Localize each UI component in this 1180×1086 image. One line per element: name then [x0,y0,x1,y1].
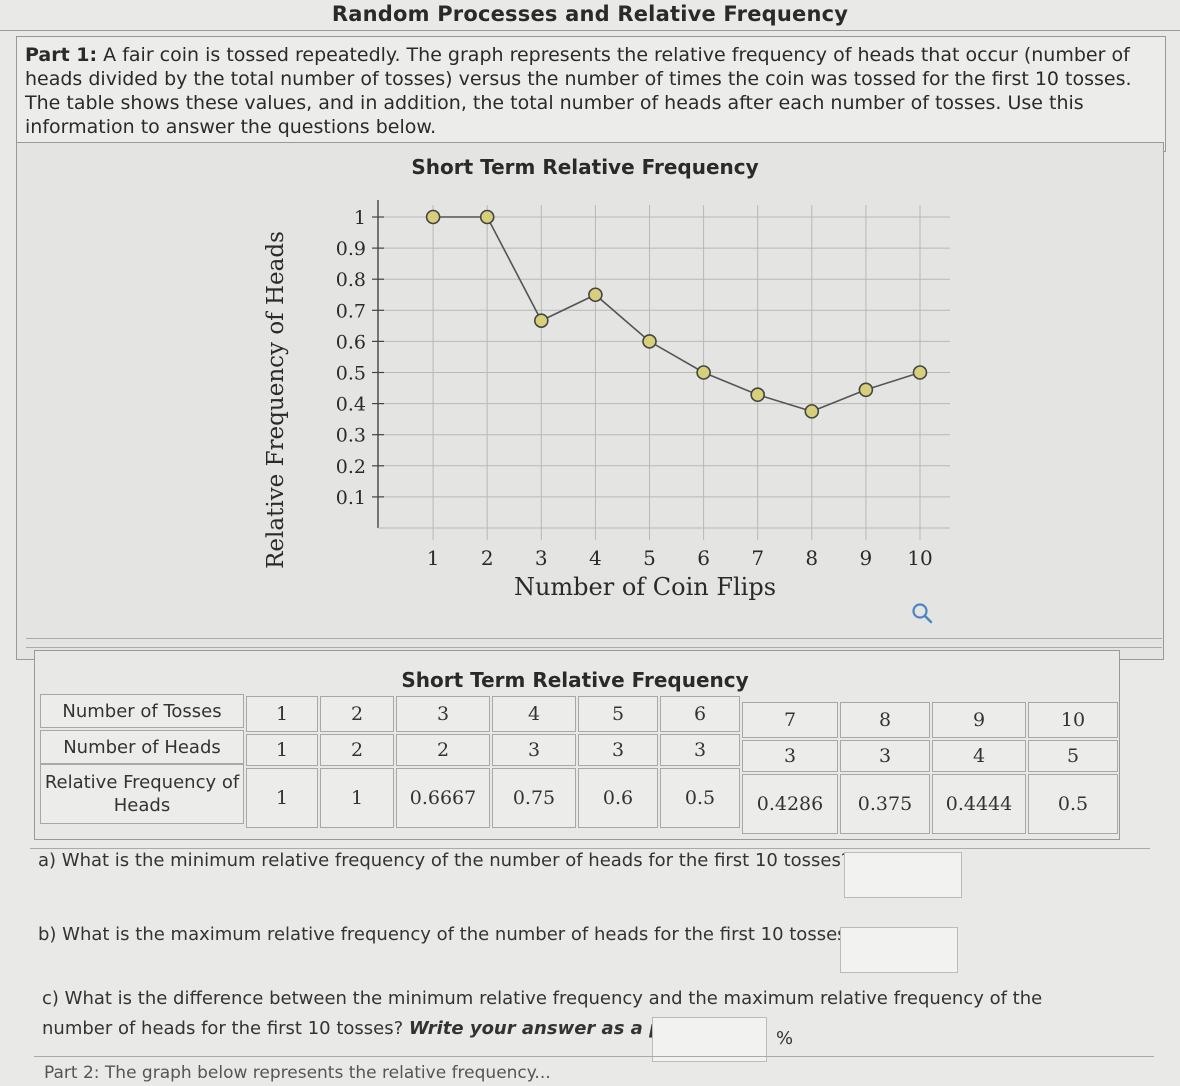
table-cell: 2 [320,696,394,732]
data-point[interactable] [642,334,657,349]
table-cell: 0.375 [840,774,930,834]
data-point[interactable] [425,209,441,225]
questions-section [30,848,1150,1081]
page-title: Random Processes and Relative Frequency [331,2,849,26]
series-line [433,216,921,413]
data-point[interactable] [479,209,495,225]
data-point[interactable] [804,404,820,419]
table-cell: 6 [660,696,740,732]
title-divider [0,30,1180,31]
x-tick-label: 2 [481,546,494,570]
table-cell: 5 [578,696,658,732]
data-point[interactable] [750,387,766,403]
table-cell: 3 [660,734,740,766]
table-cell: 3 [578,734,658,766]
table-cell: 3 [742,740,838,772]
data-point[interactable] [588,287,603,303]
x-tick-label: 10 [907,546,932,570]
table-cell: 3 [840,740,930,772]
y-tick-label: 0.9 [336,238,366,260]
data-points [425,209,928,419]
table-cell: 0.6 [578,768,658,828]
chart-svg: Short Term Relative Frequency 0.10.20.30… [263,155,950,624]
part2-preview: Part 2: The graph below represents the r… [34,1056,1154,1086]
y-tick-label: 0.6 [336,331,366,353]
y-tick-labels: 0.1 0.2 0.3 0.4 0.5 0.6 0.7 0.8 0.9 1 [336,207,366,509]
table-cell: 0.4286 [742,774,838,834]
y-axis-label: Relative Frequency of Heads [263,231,289,569]
y-tick-label: 0.4 [336,394,366,416]
magnifier-icon[interactable] [912,603,933,624]
graph-container [16,142,1164,660]
y-tick-label: 0.3 [336,425,366,447]
part1-intro: Part 1: A fair coin is tossed repeatedly… [16,36,1166,152]
question-b: b) What is the maximum relative frequenc… [38,924,857,945]
table-cell: 0.5 [1028,774,1118,834]
series-path [433,216,921,413]
part1-text: A fair coin is tossed repeatedly. The gr… [25,44,1132,138]
y-tick-label: 1 [354,207,366,229]
row-label: Number of Tosses [40,694,244,728]
chart-axes [372,200,950,529]
table-cell: 3 [492,734,576,766]
table-cell: 3 [396,696,490,732]
table-cell: 0.75 [492,768,576,828]
x-tick-label: 3 [535,546,548,570]
table-cell: 0.6667 [396,768,490,828]
y-tick-label: 0.1 [336,487,366,509]
data-point[interactable] [696,365,711,380]
x-tick-label: 7 [751,546,764,570]
table-cell: 9 [932,702,1026,738]
x-axis-label: Number of Coin Flips [514,573,776,601]
data-point[interactable] [912,365,928,380]
answer-a-input[interactable] [844,852,962,898]
table-cell: 1 [246,768,318,828]
data-point[interactable] [533,313,549,328]
table-cell: 8 [840,702,930,738]
data-point[interactable] [858,382,874,398]
table-cell: 5 [1028,740,1118,772]
y-tick-label: 0.5 [336,363,366,385]
answer-b-input[interactable] [840,927,958,973]
x-tick-label: 5 [643,546,656,570]
question-a: a) What is the minimum relative frequenc… [38,850,851,871]
x-tick-label: 1 [427,546,440,570]
chart-grid [378,205,950,540]
table-cell: 7 [742,702,838,738]
y-tick-label: 0.8 [336,269,366,291]
graph-bottom-border [26,638,1162,648]
chart-title: Short Term Relative Frequency [411,155,758,179]
x-tick-labels: 1 2 3 4 5 6 7 8 9 10 [427,546,933,570]
row-label: Number of Heads [40,730,244,764]
table-title: Short Term Relative Frequency [401,668,749,692]
table-cell: 4 [492,696,576,732]
x-tick-label: 4 [589,546,602,570]
x-tick-label: 9 [860,546,873,570]
y-tick-label: 0.2 [336,456,366,478]
table-cell: 10 [1028,702,1118,738]
table-cell: 2 [396,734,490,766]
question-c-text: c) What is the difference between the mi… [42,988,1043,1039]
table-cell: 4 [932,740,1026,772]
x-tick-label: 6 [697,546,710,570]
x-tick-label: 8 [805,546,818,570]
answer-c-input[interactable] [652,1017,767,1062]
table-cell: 0.5 [660,768,740,828]
table-cell: 1 [246,734,318,766]
y-tick-label: 0.7 [336,300,366,322]
row-label: Relative Frequency of Heads [40,764,244,824]
percent-unit: % [776,1028,794,1049]
table-cell: 1 [320,768,394,828]
table-cell: 0.4444 [932,774,1026,834]
table-cell: 1 [246,696,318,732]
part1-label: Part 1: [25,44,98,66]
table-cell: 2 [320,734,394,766]
question-c: c) What is the difference between the mi… [42,984,1102,1044]
